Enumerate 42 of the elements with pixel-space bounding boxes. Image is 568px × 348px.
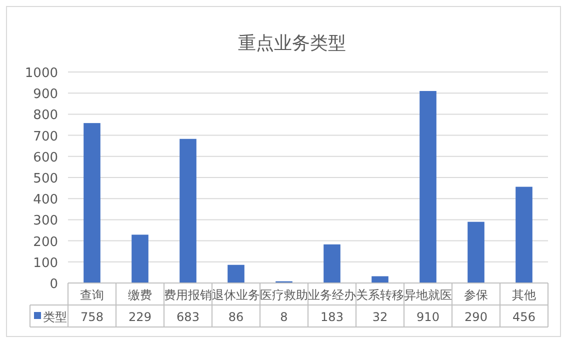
bar (180, 138, 196, 283)
bar (468, 222, 484, 283)
bar (420, 90, 436, 283)
x-tick-label: 关系转移 (356, 288, 404, 302)
bar (324, 244, 340, 283)
bar (228, 264, 244, 283)
bar (132, 234, 148, 283)
y-tick-label: 400 (33, 192, 58, 208)
y-tick-label: 800 (33, 108, 58, 124)
y-tick-label: 100 (33, 256, 58, 271)
y-tick-label: 600 (33, 150, 58, 166)
data-label: 8 (280, 310, 288, 324)
y-tick-label: 1000 (24, 66, 58, 81)
data-label: 86 (228, 310, 244, 324)
y-tick-label: 900 (33, 87, 58, 102)
legend-label: 类型 (43, 310, 67, 324)
x-tick-label: 退休业务 (212, 288, 260, 302)
data-label: 910 (416, 310, 440, 324)
y-tick-label: 200 (33, 234, 58, 250)
bar (84, 123, 100, 283)
chart-title: 重点业务类型 (238, 33, 346, 54)
y-tick-label: 700 (33, 129, 58, 144)
data-label: 456 (512, 310, 536, 324)
x-tick-label: 查询 (80, 288, 104, 302)
data-label: 758 (80, 310, 104, 324)
x-tick-label: 费用报销 (164, 288, 212, 302)
x-tick-label: 业务经办 (308, 288, 356, 302)
bar (372, 276, 388, 283)
x-tick-label: 异地就医 (404, 288, 452, 302)
x-tick-label: 缴费 (128, 288, 152, 302)
data-label: 183 (320, 310, 344, 324)
x-tick-label: 医疗救助 (260, 288, 308, 302)
y-tick-label: 300 (33, 214, 58, 229)
x-tick-label: 参保 (464, 288, 488, 302)
data-label: 32 (372, 310, 388, 324)
data-label: 229 (128, 310, 152, 324)
x-tick-label: 其他 (512, 288, 536, 302)
data-label: 683 (176, 310, 200, 324)
data-label: 290 (464, 310, 488, 324)
y-tick-label: 500 (33, 172, 58, 186)
bar (516, 186, 532, 283)
y-tick-label: 0 (50, 277, 58, 292)
